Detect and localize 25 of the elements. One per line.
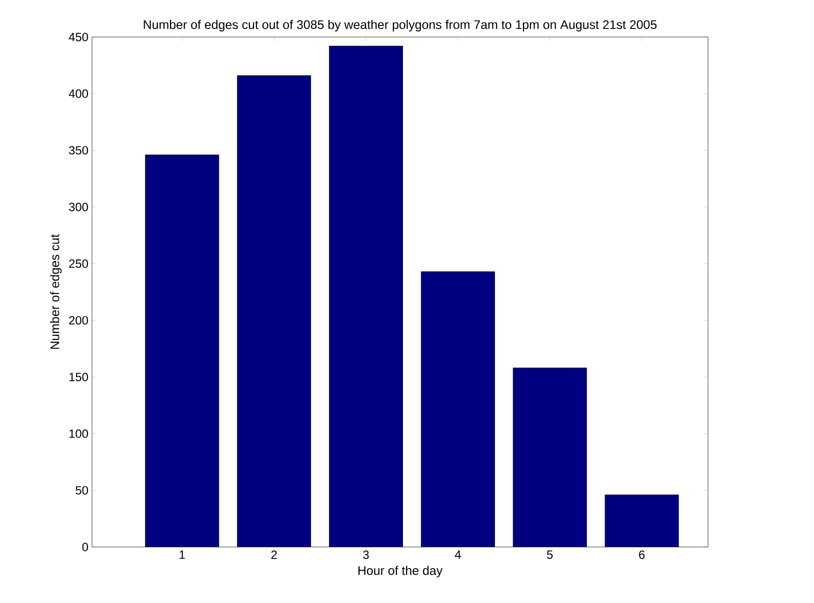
y-tick-label: 250 [69,259,88,268]
bar [421,272,495,547]
y-tick-label: 100 [69,429,88,438]
bar [237,76,311,547]
bar [513,368,587,547]
y-axis-title: Number of edges cut [50,234,62,349]
y-tick-label: 0 [82,542,88,552]
y-tick-label: 300 [68,202,88,212]
x-tick-label: 4 [454,550,461,559]
x-tick-label: 6 [639,550,645,559]
chart-title: Number of edges cut out of 3085 by weather polygons from 7am to 1pm on August 21st 2005 [144,20,657,32]
x-axis-title: Hour of the day [358,566,443,578]
y-tick-label: 200 [69,316,88,325]
x-tick-label: 2 [271,550,277,559]
x-tick-label: 3 [363,550,369,559]
y-tick-label: 150 [69,372,88,382]
y-tick-label: 50 [76,486,88,495]
bar [145,154,219,547]
y-tick-label: 450 [68,32,88,42]
y-tick-label: 400 [68,89,88,98]
y-tick-label: 350 [68,146,88,155]
x-tick-label: 5 [547,550,553,559]
bar [604,494,679,547]
bar [329,46,403,547]
x-tick-label: 1 [180,550,185,559]
